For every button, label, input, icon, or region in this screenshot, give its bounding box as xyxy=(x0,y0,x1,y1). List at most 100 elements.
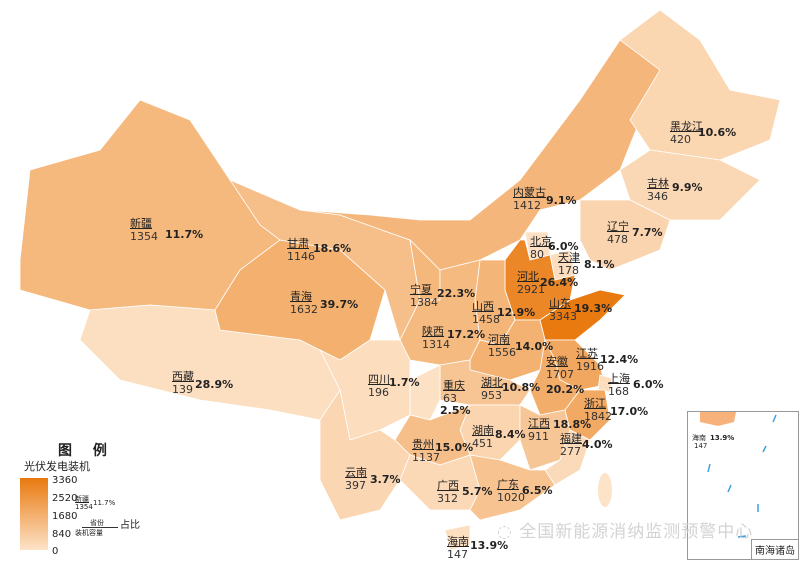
province-pct: 19.3% xyxy=(574,302,613,315)
province-capacity: 911 xyxy=(528,430,549,443)
inset-title: 南海诸岛 xyxy=(751,539,798,559)
legend-tick: 2520 xyxy=(52,493,78,504)
province-name: 江西 xyxy=(528,417,550,430)
province-pct: 17.2% xyxy=(447,328,486,341)
legend-tick: 1680 xyxy=(52,511,78,522)
province-capacity: 168 xyxy=(608,385,629,398)
province-capacity: 2921 xyxy=(517,283,545,296)
province-capacity: 1458 xyxy=(472,313,500,326)
province-name: 四川 xyxy=(368,373,390,386)
province-pct: 3.7% xyxy=(370,473,401,486)
province-湖北[interactable] xyxy=(439,359,531,406)
province-pct: 6.5% xyxy=(522,484,553,497)
province-name: 福建 xyxy=(560,432,582,445)
south-china-sea-inset: 海南 13.9% 147 南海诸岛 xyxy=(687,411,799,560)
province-pct: 9.9% xyxy=(672,181,703,194)
province-pct: 26.4% xyxy=(540,276,579,289)
province-pct: 15.0% xyxy=(435,441,474,454)
province-label: 安徽 1707 xyxy=(546,355,574,381)
province-label: 河南 1556 xyxy=(488,333,516,359)
province-capacity: 953 xyxy=(481,389,502,402)
legend-color-bar xyxy=(20,478,48,550)
province-capacity: 1137 xyxy=(412,451,440,464)
province-capacity: 1354 xyxy=(130,230,158,243)
province-name: 云南 xyxy=(345,466,367,479)
province-capacity: 196 xyxy=(368,386,389,399)
province-name: 新疆 xyxy=(130,217,152,230)
province-pct: 6.0% xyxy=(633,378,664,391)
watermark: ◌ 全国新能源消纳监测预警中心 xyxy=(497,522,754,542)
province-pct: 12.4% xyxy=(600,353,639,366)
province-pct: 2.5% xyxy=(440,404,471,417)
province-capacity: 478 xyxy=(607,233,628,246)
province-pct: 13.9% xyxy=(470,539,509,552)
province-广东[interactable] xyxy=(469,454,556,521)
province-label: 内蒙古 1412 xyxy=(513,186,546,212)
province-label: 广西 312 xyxy=(437,479,459,505)
province-capacity: 312 xyxy=(437,492,458,505)
province-name: 甘肃 xyxy=(287,237,309,250)
province-辽宁[interactable] xyxy=(579,199,671,271)
province-name: 湖北 xyxy=(481,376,503,389)
province-name: 河南 xyxy=(488,333,510,346)
province-label: 湖南 451 xyxy=(472,424,494,450)
province-capacity: 1020 xyxy=(497,491,525,504)
inset-hainan-pct: 13.9% xyxy=(710,434,735,442)
province-name: 北京 xyxy=(530,235,552,248)
province-pct: 9.1% xyxy=(546,194,577,207)
province-label: 新疆 1354 xyxy=(130,217,158,243)
province-label: 北京 80 xyxy=(530,235,552,261)
legend-tick: 3360 xyxy=(52,475,78,486)
province-capacity: 346 xyxy=(647,190,668,203)
province-capacity: 1632 xyxy=(290,303,318,316)
province-上海[interactable] xyxy=(597,374,613,393)
province-capacity: 1556 xyxy=(488,346,516,359)
province-name: 山西 xyxy=(472,300,494,313)
province-label: 吉林 346 xyxy=(647,177,669,203)
province-name: 西藏 xyxy=(172,370,194,383)
province-pct: 39.7% xyxy=(320,298,359,311)
province-capacity: 63 xyxy=(443,392,457,405)
province-name: 吉林 xyxy=(647,177,669,190)
province-capacity: 1842 xyxy=(584,410,612,423)
province-capacity: 1384 xyxy=(410,296,438,309)
province-pct: 5.7% xyxy=(462,485,493,498)
province-海南[interactable] xyxy=(444,524,471,551)
legend-tick: 840 xyxy=(52,529,72,540)
province-capacity: 420 xyxy=(670,133,691,146)
province-name: 青海 xyxy=(290,290,312,303)
province-label: 河北 2921 xyxy=(517,270,545,296)
province-name: 重庆 xyxy=(443,379,465,392)
province-重庆[interactable] xyxy=(409,364,441,421)
province-pct: 18.8% xyxy=(553,418,592,431)
province-pct: 10.8% xyxy=(502,381,541,394)
province-name: 上海 xyxy=(608,372,630,385)
province-capacity: 80 xyxy=(530,248,544,261)
province-label: 陕西 1314 xyxy=(422,325,450,351)
province-pct: 10.6% xyxy=(698,126,737,139)
province-name: 陕西 xyxy=(422,325,444,338)
province-name: 广西 xyxy=(437,479,459,492)
province-name: 辽宁 xyxy=(607,220,629,233)
legend-province-label: 省份 xyxy=(82,519,118,528)
province-capacity: 397 xyxy=(345,479,366,492)
province-capacity: 1146 xyxy=(287,250,315,263)
province-pct: 17.0% xyxy=(610,405,649,418)
province-label: 山东 3343 xyxy=(549,297,577,323)
province-label: 青海 1632 xyxy=(290,290,318,316)
province-label: 贵州 1137 xyxy=(412,438,440,464)
province-pct: 7.7% xyxy=(632,226,663,239)
legend-example-pct: 11.7% xyxy=(93,499,116,507)
province-name: 贵州 xyxy=(412,438,434,451)
province-capacity: 1314 xyxy=(422,338,450,351)
province-label: 海南 147 xyxy=(447,535,469,561)
province-name: 黑龙江 xyxy=(670,120,703,133)
province-name: 宁夏 xyxy=(410,283,432,296)
province-pct: 8.4% xyxy=(495,428,526,441)
legend-pct-label: 占比 xyxy=(120,520,140,531)
province-label: 四川 196 xyxy=(368,373,390,399)
province-capacity: 1412 xyxy=(513,199,541,212)
province-name: 安徽 xyxy=(546,355,568,368)
province-黑龙江[interactable] xyxy=(619,9,781,161)
province-capacity: 3343 xyxy=(549,310,577,323)
